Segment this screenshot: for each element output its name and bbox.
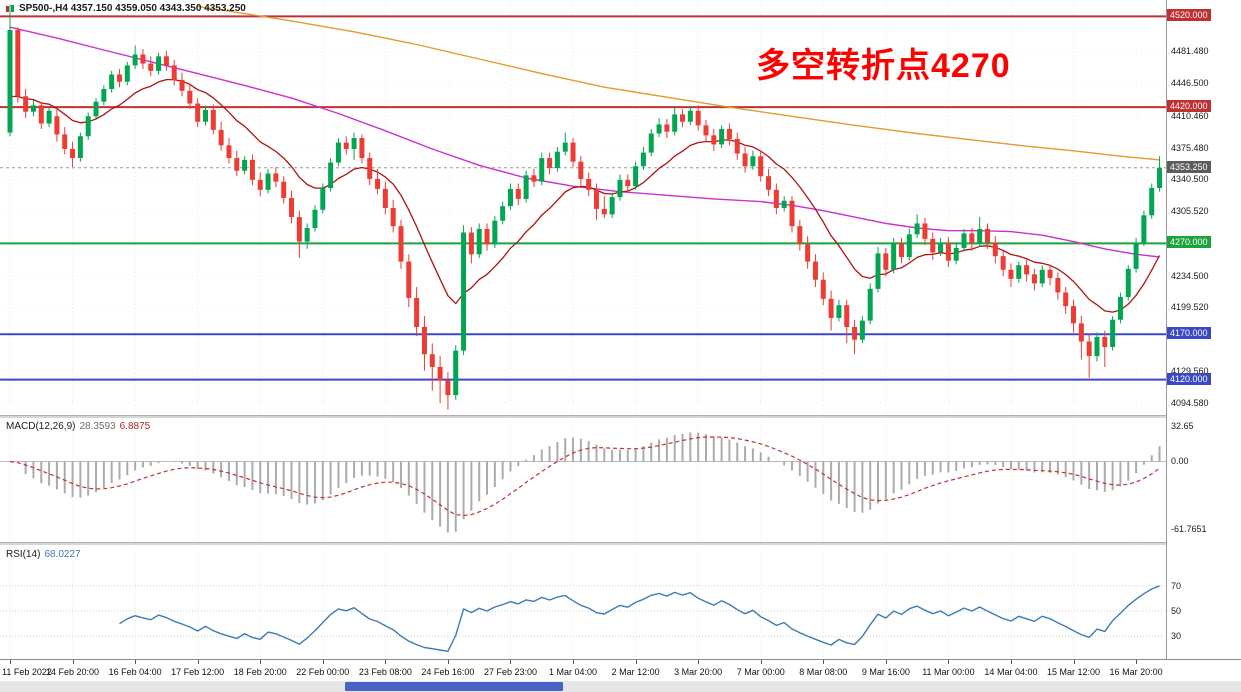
scrollbar-thumb[interactable] xyxy=(345,682,563,691)
time-axis-label: 24 Feb 16:00 xyxy=(421,667,475,677)
price-scale-label: 4199.520 xyxy=(1171,302,1209,313)
plot-background xyxy=(0,0,1166,659)
time-axis-tick xyxy=(260,660,262,664)
price-scale-label: 4446.500 xyxy=(1171,78,1209,89)
time-axis-label: 2 Mar 12:00 xyxy=(611,667,660,677)
price-scale-label: 4340.500 xyxy=(1171,174,1209,185)
time-axis-label: 1 Mar 04:00 xyxy=(549,667,598,677)
macd-scale-label: 32.65 xyxy=(1171,420,1194,431)
rsi-indicator-label: RSI(14) 68.0227 xyxy=(6,549,81,560)
time-axis-label: 15 Mar 12:00 xyxy=(1046,667,1101,677)
rsi-scale-label: 70 xyxy=(1171,580,1182,591)
rsi-scale-label: 30 xyxy=(1171,631,1182,642)
time-axis-label: 22 Feb 00:00 xyxy=(296,667,350,677)
time-axis-label: 17 Feb 12:00 xyxy=(171,667,225,677)
time-axis-tick xyxy=(510,660,512,664)
time-axis-tick xyxy=(385,660,387,664)
macd-name: MACD(12,26,9) xyxy=(6,421,76,432)
time-axis-tick xyxy=(948,660,950,664)
panel-separator[interactable] xyxy=(0,415,1241,418)
time-axis-label: 27 Feb 23:00 xyxy=(483,667,537,677)
time-axis-tick xyxy=(760,660,762,664)
time-axis-label: 23 Feb 08:00 xyxy=(358,667,412,677)
time-axis-tick xyxy=(823,660,825,664)
time-axis-tick xyxy=(885,660,887,664)
current-price-box: 4353.250 xyxy=(1167,160,1211,173)
time-axis-tick xyxy=(197,660,199,664)
time-axis-tick xyxy=(322,660,324,664)
macd-indicator-label: MACD(12,26,9) 28.3593 6.8875 xyxy=(6,421,150,432)
macd-signal-value: 6.8875 xyxy=(119,421,151,432)
time-axis-tick xyxy=(1073,660,1075,664)
time-axis-label: 16 Feb 04:00 xyxy=(108,667,162,677)
time-axis-label: 7 Mar 00:00 xyxy=(736,667,785,677)
hline-price-box: 4520.000 xyxy=(1167,9,1211,22)
price-scale-label: 4375.480 xyxy=(1171,142,1209,153)
price-scale-label: 4094.580 xyxy=(1171,397,1209,408)
hline-price-box: 4170.000 xyxy=(1167,327,1211,340)
time-axis-label: 16 Mar 20:00 xyxy=(1109,667,1163,677)
price-scale-label: 4305.520 xyxy=(1171,206,1209,217)
time-axis-tick xyxy=(10,660,11,664)
time-axis-label: 14 Feb 20:00 xyxy=(46,667,100,677)
macd-main-value: 28.3593 xyxy=(79,421,116,432)
price-scale-label: 4481.480 xyxy=(1171,46,1209,57)
price-axis[interactable]: 4481.480 4446.500 4410.460 4375.480 4340.500… xyxy=(1166,0,1241,659)
moving-averages-layer xyxy=(9,5,1161,313)
time-axis-tick xyxy=(573,660,575,664)
grid-layer xyxy=(0,0,1166,658)
time-axis-label: 18 Feb 20:00 xyxy=(233,667,287,677)
hline-price-box: 4420.000 xyxy=(1167,100,1211,113)
time-axis-tick xyxy=(447,660,449,664)
time-axis-label: 11 Feb 2022 xyxy=(2,667,52,677)
time-axis-label: 3 Mar 20:00 xyxy=(674,667,723,677)
time-axis-label: 8 Mar 08:00 xyxy=(799,667,848,677)
price-scale-label: 4129.560 xyxy=(1171,365,1209,376)
hline-price-box: 4120.000 xyxy=(1167,372,1211,385)
time-axis-label: 9 Mar 16:00 xyxy=(861,667,910,677)
hline-price-box: 4270.000 xyxy=(1167,236,1211,249)
time-axis[interactable]: 11 Feb 2022 14 Feb 20:00 16 Feb 04:00 17 Fe… xyxy=(0,659,1241,681)
macd-scale-label: 0.00 xyxy=(1171,456,1189,467)
chart-title-text: SP500-,H4 4357.150 4359.050 4343.350 435… xyxy=(19,3,246,14)
time-axis-label: 11 Mar 00:00 xyxy=(922,667,975,677)
time-axis-tick xyxy=(698,660,700,664)
macd-layer xyxy=(0,432,1166,533)
price-scale-label: 4410.460 xyxy=(1171,110,1209,121)
rsi-scale-label: 50 xyxy=(1171,606,1182,616)
rsi-layer xyxy=(0,585,1166,652)
candlestick-chart-icon xyxy=(5,4,15,14)
time-axis-tick xyxy=(135,660,137,664)
rsi-name: RSI(14) xyxy=(6,549,41,560)
macd-scale-label: -61.7651 xyxy=(1171,523,1207,534)
rsi-value: 68.0227 xyxy=(44,549,81,560)
price-scale-label: 4234.500 xyxy=(1171,270,1209,281)
panel-separator[interactable] xyxy=(0,542,1241,545)
annotation-text: 多空转折点4270 xyxy=(756,47,1011,85)
time-axis-label: 14 Mar 04:00 xyxy=(984,667,1038,677)
time-axis-tick xyxy=(635,660,637,664)
time-axis-tick xyxy=(72,660,74,664)
candles-layer xyxy=(7,4,1163,410)
chart-title: SP500-,H4 4357.150 4359.050 4343.350 435… xyxy=(5,3,246,14)
time-axis-tick xyxy=(1010,660,1012,664)
horizontal-scrollbar[interactable] xyxy=(0,681,1241,692)
time-axis-tick xyxy=(1136,660,1138,664)
